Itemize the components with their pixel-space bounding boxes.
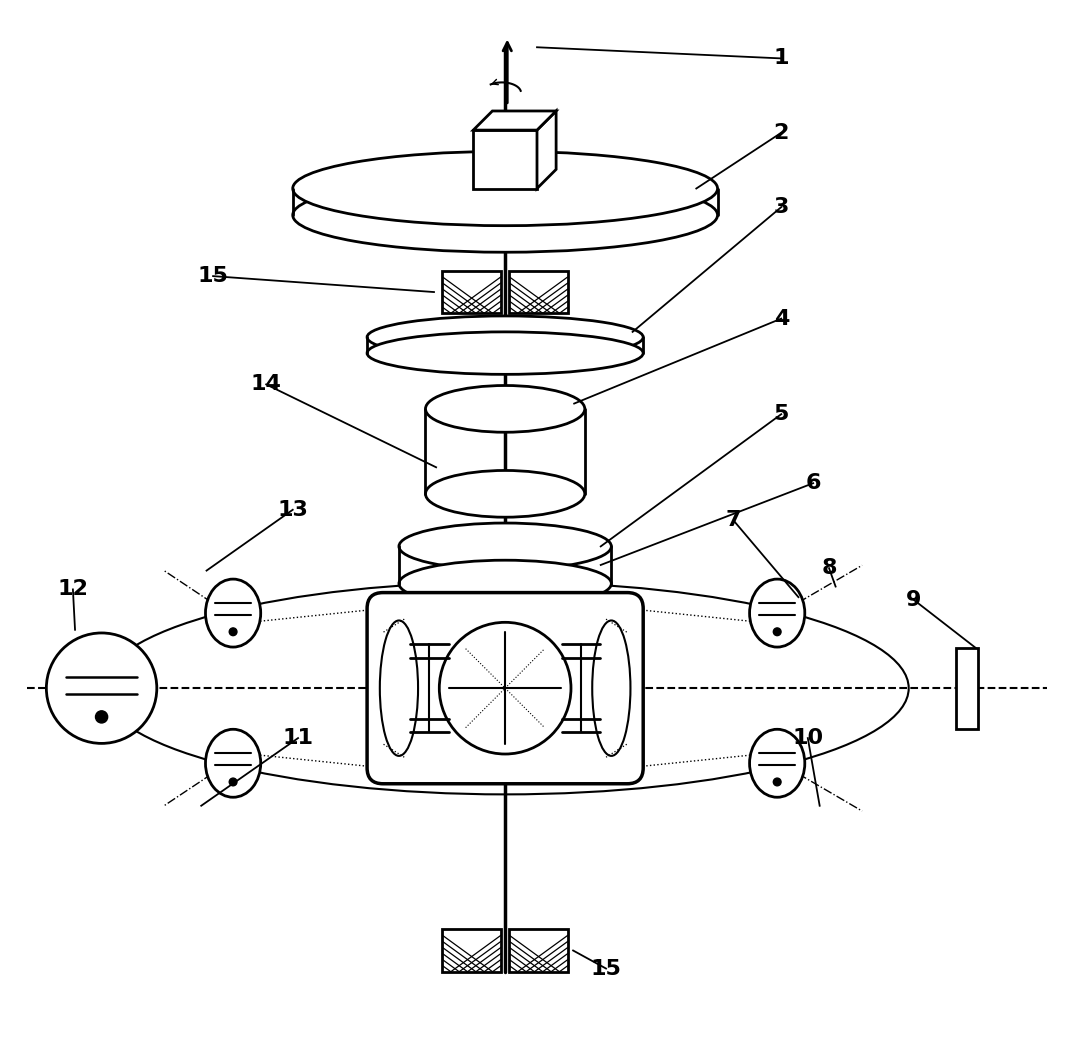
Text: 4: 4 <box>773 309 789 328</box>
Ellipse shape <box>750 579 804 647</box>
Ellipse shape <box>46 633 157 743</box>
Ellipse shape <box>293 177 717 252</box>
Text: 6: 6 <box>806 474 821 493</box>
Ellipse shape <box>425 470 584 517</box>
Ellipse shape <box>229 778 237 786</box>
Ellipse shape <box>398 561 611 607</box>
Ellipse shape <box>773 778 781 786</box>
Polygon shape <box>537 110 556 189</box>
Bar <box>509 929 568 972</box>
Polygon shape <box>474 110 556 130</box>
Text: 13: 13 <box>277 500 308 519</box>
Text: 7: 7 <box>726 511 741 530</box>
Text: 8: 8 <box>822 559 837 578</box>
Text: 10: 10 <box>793 729 824 748</box>
Ellipse shape <box>398 523 611 569</box>
Bar <box>957 648 977 729</box>
Ellipse shape <box>750 730 804 798</box>
FancyBboxPatch shape <box>367 593 643 784</box>
Text: 9: 9 <box>906 590 921 610</box>
Text: 15: 15 <box>198 267 229 286</box>
Text: 1: 1 <box>773 49 789 68</box>
Ellipse shape <box>229 628 237 636</box>
Ellipse shape <box>367 331 643 374</box>
Text: 5: 5 <box>773 405 789 424</box>
Ellipse shape <box>380 620 418 756</box>
Ellipse shape <box>439 622 571 754</box>
Text: 14: 14 <box>250 375 281 394</box>
Ellipse shape <box>205 730 261 798</box>
Ellipse shape <box>425 386 584 432</box>
Text: 12: 12 <box>58 580 88 599</box>
Ellipse shape <box>96 710 107 723</box>
Text: 2: 2 <box>773 123 789 142</box>
Bar <box>442 929 500 972</box>
Bar <box>474 130 537 189</box>
Text: 3: 3 <box>773 198 789 217</box>
Ellipse shape <box>592 620 630 756</box>
Text: 15: 15 <box>591 959 622 978</box>
Bar <box>442 271 500 313</box>
Ellipse shape <box>367 316 643 359</box>
Ellipse shape <box>773 628 781 636</box>
Text: 11: 11 <box>282 729 314 748</box>
Bar <box>509 271 568 313</box>
Ellipse shape <box>205 579 261 647</box>
Ellipse shape <box>293 152 717 226</box>
